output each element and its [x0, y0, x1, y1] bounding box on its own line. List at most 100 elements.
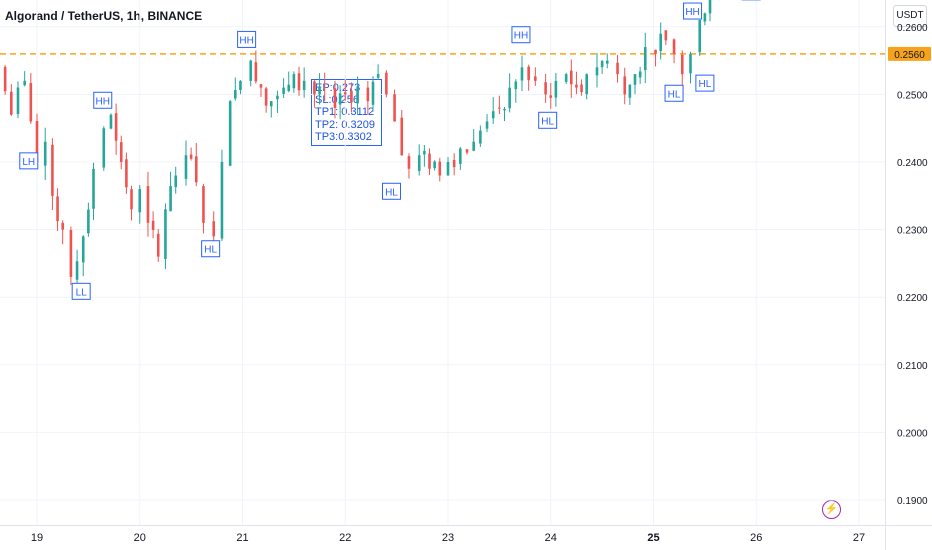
x-tick-label: 24: [545, 532, 557, 544]
candle: [393, 89, 396, 122]
candle-body: [638, 71, 642, 78]
candle: [680, 50, 684, 89]
candle-body: [520, 67, 524, 81]
candle: [643, 32, 647, 84]
level-price-tag: [888, 46, 931, 61]
candle-body: [689, 53, 692, 74]
candle-body: [234, 90, 237, 99]
candle-body: [385, 72, 388, 95]
candle: [407, 153, 411, 179]
candle: [156, 229, 160, 262]
candle-body: [438, 161, 442, 176]
candle-body: [423, 150, 426, 155]
swing-label-text: HL: [698, 79, 711, 90]
candle: [554, 73, 558, 107]
candle: [109, 113, 113, 130]
candle: [570, 59, 573, 98]
candle: [585, 73, 589, 100]
candle: [564, 72, 568, 84]
candle: [350, 82, 353, 113]
candle-body: [580, 84, 583, 93]
chart-title: Algorand / TetherUS, 1h, BINANCE: [5, 9, 203, 23]
level-price-label: 0.2560: [894, 50, 925, 61]
candle-body: [125, 159, 128, 188]
candle-body: [287, 84, 291, 92]
candle: [503, 106, 506, 122]
swing-label-hl: HL: [201, 240, 221, 258]
x-tick-label: 27: [853, 532, 865, 544]
candle-body: [174, 175, 178, 188]
candle: [292, 71, 296, 93]
candle-body: [146, 186, 150, 223]
candle: [119, 135, 123, 170]
candle: [276, 90, 279, 114]
candle-body: [156, 233, 160, 257]
candle: [69, 226, 73, 286]
currency-button[interactable]: USDT: [893, 5, 927, 27]
candle-body: [527, 66, 530, 81]
candle: [75, 249, 79, 285]
candle-body: [114, 113, 118, 141]
candle: [174, 166, 178, 194]
candle-body: [220, 162, 224, 239]
candle-body: [659, 33, 662, 52]
candle-body: [138, 189, 142, 213]
candle-body: [585, 74, 589, 95]
candle-body: [169, 186, 172, 212]
candle: [228, 99, 232, 167]
candle-body: [356, 87, 359, 104]
candle-body: [479, 130, 482, 144]
candle-body: [276, 95, 279, 100]
x-tick-label: 23: [442, 532, 454, 544]
candle-body: [417, 155, 421, 171]
candle-body: [616, 62, 619, 75]
swing-label-text: LH: [22, 157, 35, 168]
swing-label-hh: HH: [511, 26, 531, 44]
candle-body: [239, 80, 242, 91]
grid-lines: [0, 0, 885, 525]
candle-body: [680, 54, 684, 75]
candle: [51, 138, 54, 211]
candle: [385, 70, 388, 98]
candle-body: [194, 156, 198, 183]
y-tick-label: 0.2500: [897, 90, 928, 101]
swing-label-box: [664, 84, 684, 102]
candle-body: [508, 87, 511, 109]
swing-label-box: [237, 30, 257, 48]
y-tick-label: 0.2600: [897, 23, 928, 34]
candle: [527, 64, 530, 91]
candle: [81, 235, 85, 277]
candle-body: [371, 81, 375, 105]
x-tick-label: 22: [339, 532, 351, 544]
candle: [638, 66, 642, 84]
candle: [672, 38, 676, 64]
candle: [428, 148, 431, 175]
candle-body: [605, 60, 609, 64]
candle: [452, 153, 456, 176]
candle: [287, 71, 291, 93]
candle: [29, 73, 33, 124]
y-tick-label: 0.2100: [897, 361, 928, 372]
candle-body: [87, 209, 90, 234]
candle: [146, 171, 150, 237]
swing-label-text: HL: [385, 187, 398, 198]
note-line-ep: EP:0.273: [315, 82, 361, 94]
candle: [130, 185, 133, 221]
candle-body: [51, 144, 54, 196]
candle: [138, 185, 142, 224]
candle-body: [302, 80, 306, 90]
swing-label-hl: HL: [695, 74, 715, 92]
swing-label-lh: LH: [19, 152, 39, 170]
candle-body: [102, 128, 106, 168]
candle-body: [92, 168, 95, 209]
trade-setup-note[interactable]: EP:0.273 SL:0.256 TP1: 0.3112 TP2: 0.320…: [311, 79, 382, 147]
candle-body: [184, 155, 188, 179]
candle-body: [503, 108, 506, 111]
candle: [433, 160, 436, 171]
x-tick-label: 25: [647, 532, 659, 544]
candle: [549, 83, 553, 109]
swing-label-box: [381, 182, 401, 200]
candle: [259, 84, 263, 97]
candle: [269, 101, 273, 118]
